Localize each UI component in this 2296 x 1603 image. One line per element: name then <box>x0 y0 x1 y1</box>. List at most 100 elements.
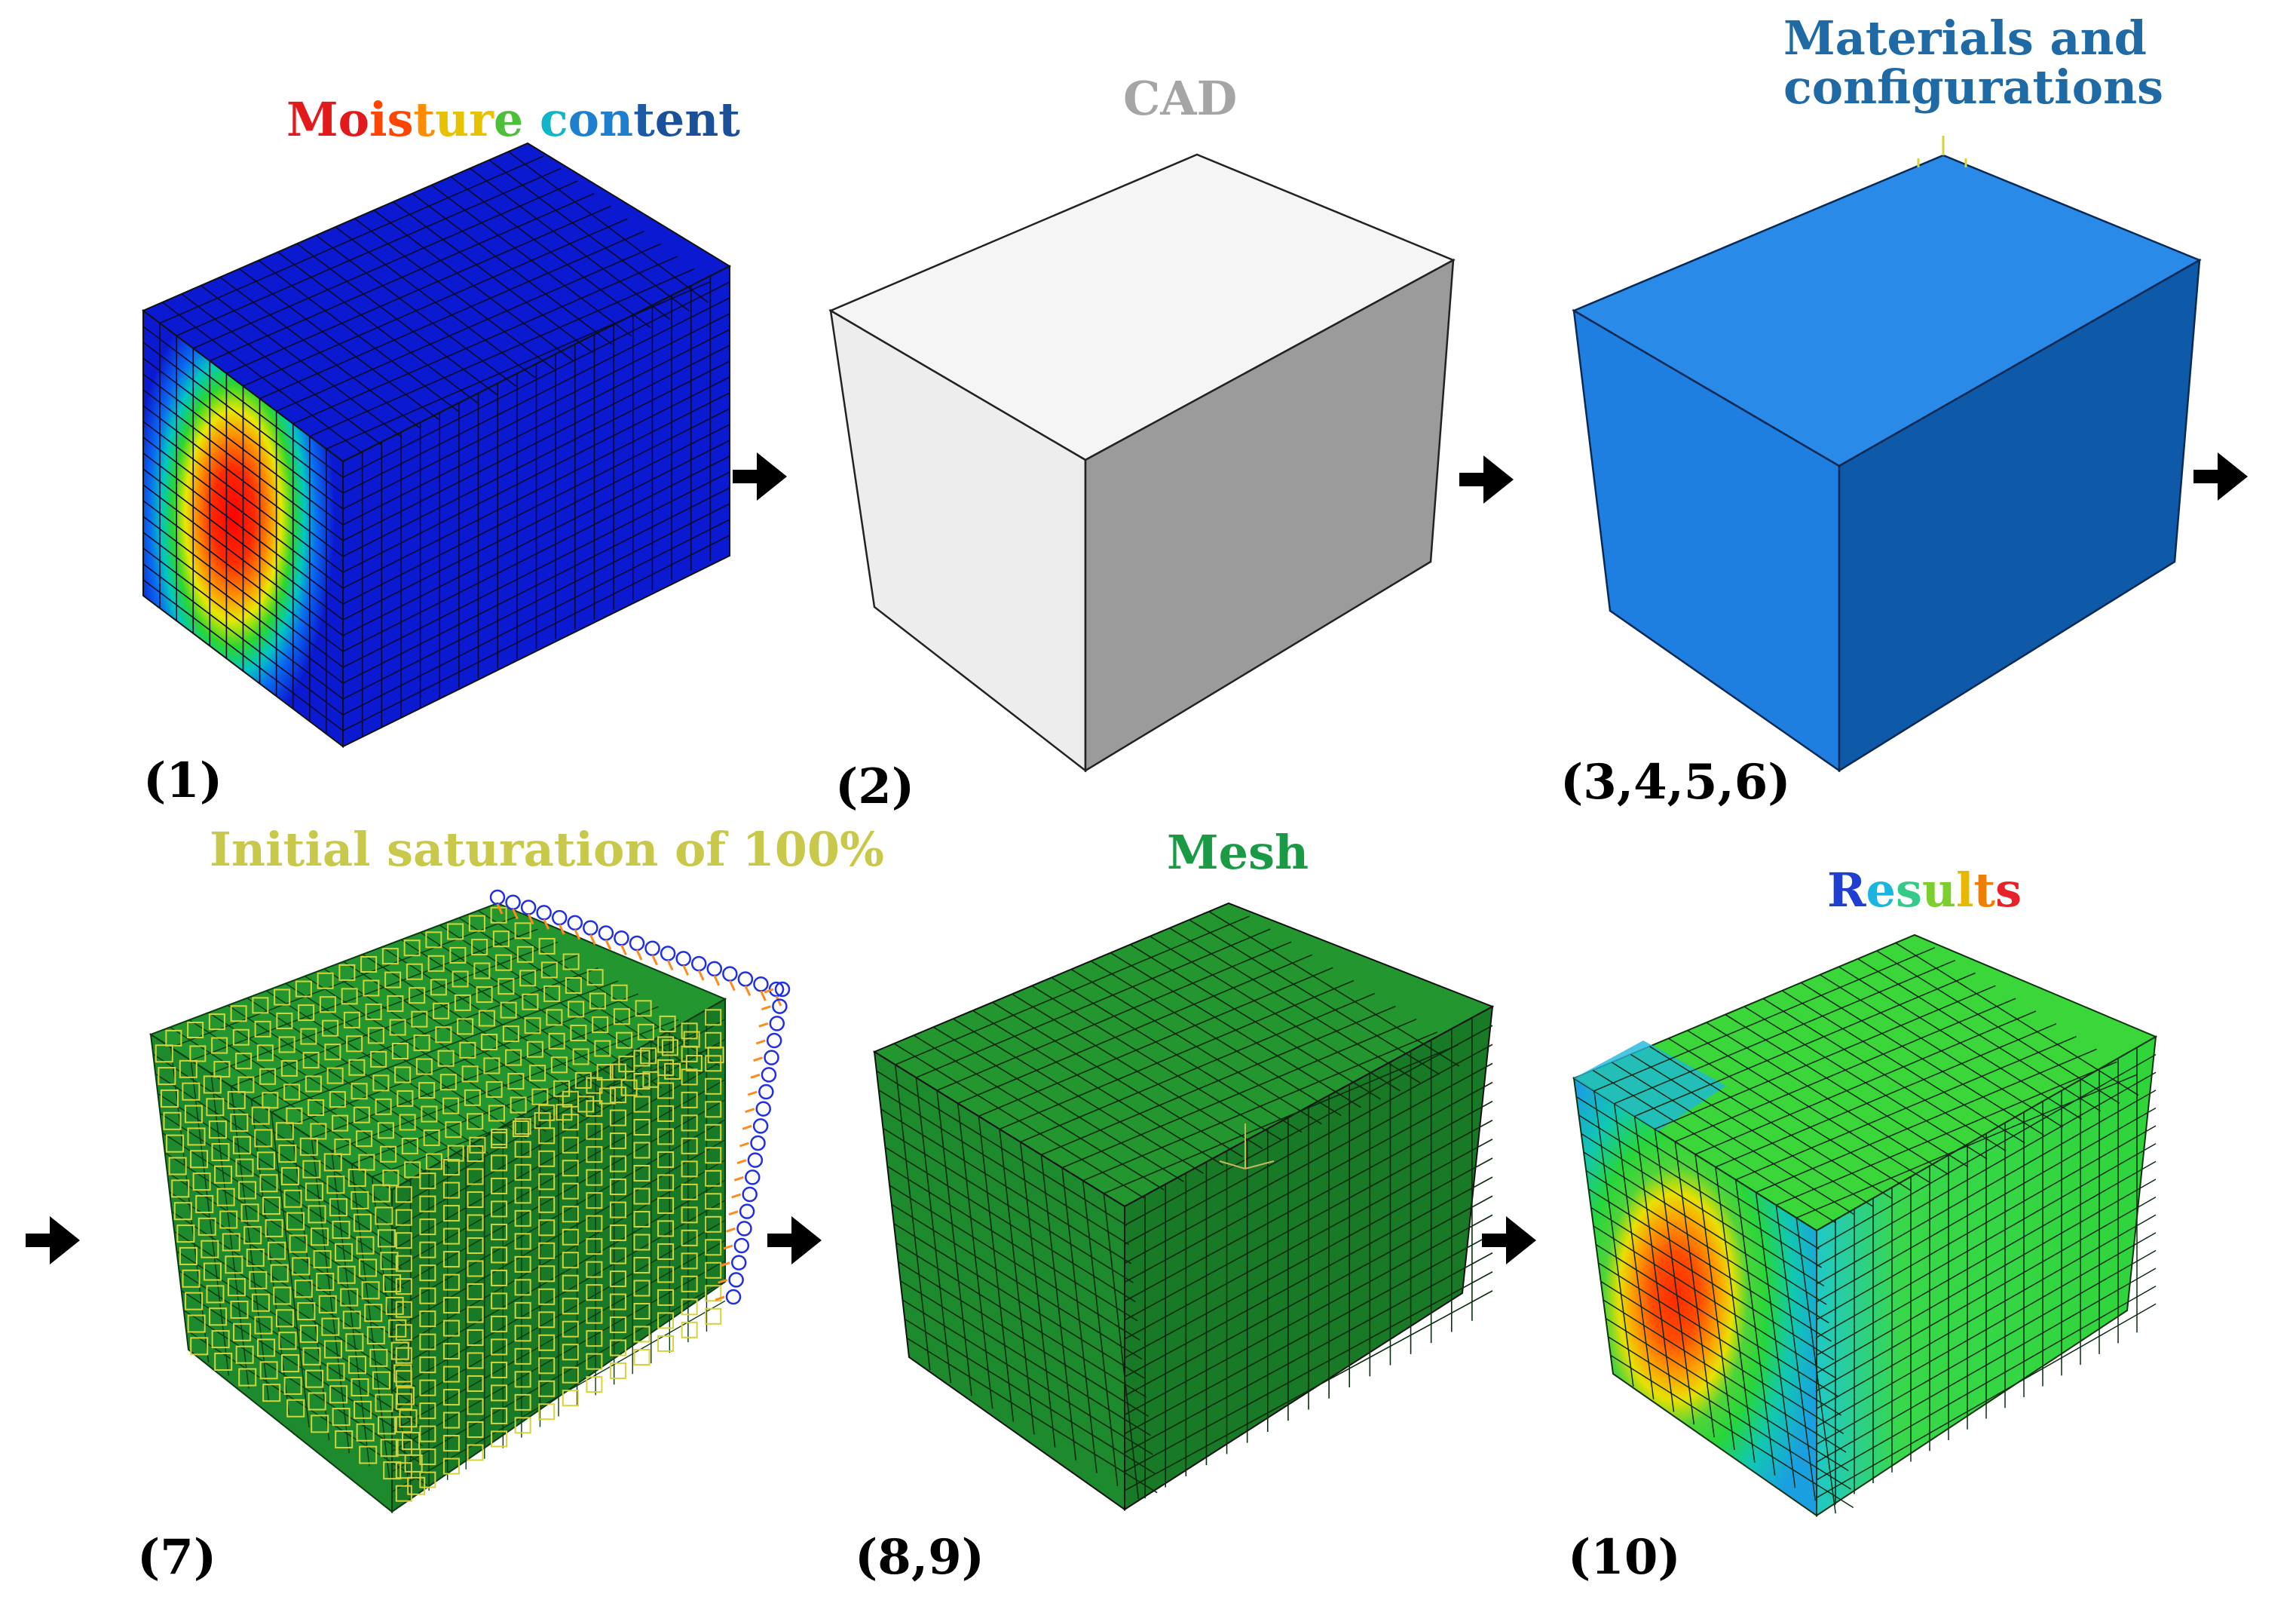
saturation-constraint-markers <box>489 889 791 1305</box>
bc-square <box>598 1087 616 1105</box>
mesh-line <box>1603 1299 1847 1453</box>
bc-square <box>442 1274 460 1291</box>
bc-square <box>657 1197 675 1214</box>
bc-constraint <box>620 944 627 955</box>
bc-square <box>363 979 380 997</box>
bc-square <box>447 923 464 940</box>
bc-square <box>449 946 467 964</box>
bc-square <box>395 1393 412 1410</box>
arrow-right-icon <box>791 1216 822 1264</box>
materials-title-line2: configurations <box>1783 60 2164 115</box>
bc-square <box>505 1049 522 1066</box>
mesh-line <box>292 256 678 425</box>
bc-square <box>633 1165 651 1182</box>
bc-square <box>171 1179 190 1198</box>
bc-square <box>387 995 404 1013</box>
bc-square <box>478 1010 495 1027</box>
bc-constraint <box>567 915 583 931</box>
bc-square <box>562 1366 579 1384</box>
cad-block <box>828 153 1456 773</box>
bc-square <box>385 1296 404 1315</box>
mesh-line <box>1816 1053 2157 1249</box>
bc-square <box>538 1334 556 1351</box>
bc-square <box>538 1265 556 1283</box>
mesh-line <box>271 980 619 1113</box>
bc-square <box>681 1298 698 1316</box>
bc-square <box>419 1310 436 1328</box>
bc-square <box>442 1457 460 1475</box>
bc-square <box>491 1269 508 1286</box>
bc-square <box>265 1218 283 1237</box>
mesh-line <box>1124 1100 1493 1302</box>
bc-square <box>437 1050 455 1067</box>
mesh-line <box>142 547 344 700</box>
bc-square <box>270 1264 289 1283</box>
bc-square <box>346 1035 363 1053</box>
bc-square <box>395 1324 412 1341</box>
bc-square <box>372 1184 390 1203</box>
bc-square <box>238 1181 257 1200</box>
bc-square <box>280 1166 299 1185</box>
mesh-line <box>342 440 730 636</box>
bc-square <box>586 1307 603 1324</box>
bc-constraint <box>605 939 612 951</box>
mesh-line <box>1169 927 1421 1083</box>
bc-square <box>633 1349 651 1365</box>
bc-square <box>208 1013 225 1031</box>
mesh-line <box>1598 1262 1841 1416</box>
bc-square <box>395 1232 412 1249</box>
bc-constraint <box>489 889 506 906</box>
bc-square <box>323 1340 342 1359</box>
bc-square <box>256 1044 274 1062</box>
mesh-line <box>1816 1214 2157 1409</box>
mesh-line <box>142 468 344 621</box>
mesh-line <box>342 408 730 605</box>
bc-square <box>640 1047 657 1065</box>
bc-square <box>633 1211 651 1228</box>
bc-constraint <box>666 959 674 971</box>
arrow-right-icon <box>1459 473 1488 486</box>
bc-square <box>319 996 336 1013</box>
arrow-right-icon <box>1482 1216 1536 1264</box>
mesh-line <box>1110 952 1361 1108</box>
bc-square <box>227 1091 246 1110</box>
bc-square <box>609 1087 626 1104</box>
bc-square <box>310 1123 327 1140</box>
bc-square <box>176 1224 195 1243</box>
mesh-line <box>342 424 730 621</box>
bc-square <box>179 1246 197 1265</box>
bc-square <box>467 1329 484 1346</box>
mesh-line <box>1124 1290 1493 1491</box>
bc-square <box>254 1129 273 1148</box>
bc-square <box>372 1371 390 1390</box>
bc-square <box>411 1010 428 1028</box>
bc-constraint <box>745 1108 755 1114</box>
bc-square <box>538 937 556 955</box>
bc-square <box>395 1209 412 1226</box>
bc-square <box>421 1105 438 1123</box>
bc-square <box>467 1260 484 1277</box>
mesh-line <box>1694 1010 2037 1155</box>
mesh-line <box>1816 1249 2157 1445</box>
mesh-line <box>906 1338 1158 1494</box>
bc-square <box>413 1034 430 1052</box>
bc-square <box>633 1326 651 1343</box>
title-char: r <box>469 92 494 147</box>
bc-square <box>586 1238 603 1255</box>
bc-square <box>497 978 515 995</box>
title-char: e <box>493 92 524 147</box>
mesh-line <box>1031 985 1283 1142</box>
arrow-right-icon <box>1459 455 1514 504</box>
title-char: u <box>435 92 470 147</box>
bc-square <box>299 1137 318 1156</box>
mesh-line <box>251 967 598 1100</box>
bc-square <box>681 1114 698 1132</box>
mesh-line <box>391 1300 726 1492</box>
bc-square <box>467 1444 484 1461</box>
bc-square <box>356 1130 373 1148</box>
bc-square <box>286 1212 305 1231</box>
bc-square <box>292 1257 311 1276</box>
bc-square <box>516 946 534 963</box>
mesh-line <box>142 421 344 573</box>
